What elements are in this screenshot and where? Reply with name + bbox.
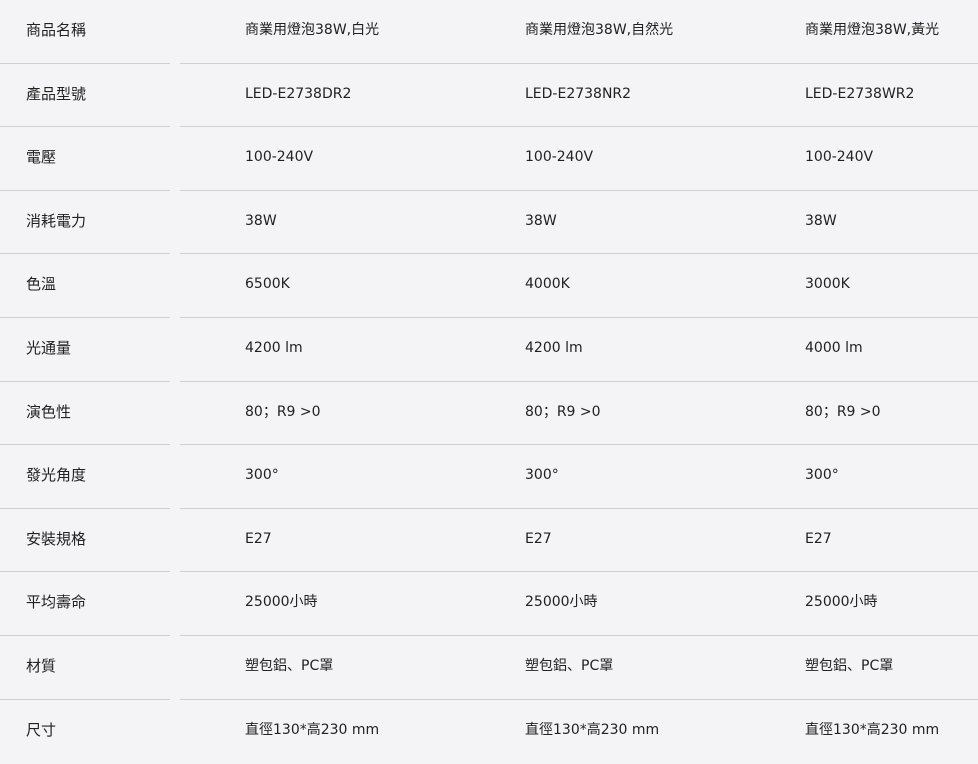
row-divider <box>0 698 170 700</box>
spec-value: 商業用燈泡38W,白光 <box>245 22 380 38</box>
row-divider <box>180 253 978 255</box>
spec-value: 4200 lm <box>245 339 303 356</box>
spec-value: 100-240V <box>525 149 594 166</box>
spec-value: 38W <box>245 212 277 229</box>
row-divider <box>180 126 978 128</box>
spec-value: 300° <box>805 467 839 484</box>
spec-value: 4000K <box>525 276 570 293</box>
table-row: 安裝規格 E27 E27 E27 <box>0 509 978 573</box>
row-divider <box>0 189 170 191</box>
spec-value: 38W <box>525 212 557 229</box>
spec-value: 100-240V <box>245 149 314 166</box>
spec-value: 6500K <box>245 276 290 293</box>
row-divider <box>180 634 978 636</box>
spec-value: 80；R9 >0 <box>245 403 321 420</box>
row-divider <box>0 253 170 255</box>
table-row: 產品型號 LED-E2738DR2 LED-E2738NR2 LED-E2738WR2 <box>0 64 978 128</box>
spec-value: 25000小時 <box>245 594 318 611</box>
table-row: 平均壽命 25000小時 25000小時 25000小時 <box>0 572 978 636</box>
spec-value: 25000小時 <box>525 594 598 611</box>
spec-value: 塑包鋁、PC罩 <box>525 657 614 674</box>
spec-label: 商品名稱 <box>26 21 87 39</box>
table-row: 發光角度 300° 300° 300° <box>0 445 978 509</box>
spec-value: 直徑130*高230 mm <box>525 721 660 738</box>
row-divider <box>0 62 170 64</box>
row-divider <box>0 316 170 318</box>
table-row: 電壓 100-240V 100-240V 100-240V <box>0 127 978 191</box>
spec-label: 尺寸 <box>26 720 57 739</box>
row-divider <box>180 62 978 64</box>
spec-label: 產品型號 <box>26 84 87 103</box>
spec-value: 直徑130*高230 mm <box>245 721 380 738</box>
table-row: 光通量 4200 lm 4200 lm 4000 lm <box>0 318 978 382</box>
spec-value: E27 <box>245 530 272 547</box>
spec-value: 100-240V <box>805 149 874 166</box>
spec-value: 38W <box>805 212 837 229</box>
table-row: 尺寸 直徑130*高230 mm 直徑130*高230 mm 直徑130*高230 m… <box>0 700 978 764</box>
spec-value: LED-E2738DR2 <box>245 85 352 102</box>
spec-value: 塑包鋁、PC罩 <box>245 657 334 674</box>
row-divider <box>180 444 978 446</box>
row-divider <box>180 507 978 509</box>
table-row: 色溫 6500K 4000K 3000K <box>0 254 978 318</box>
row-divider <box>0 126 170 128</box>
spec-label: 電壓 <box>26 148 57 167</box>
spec-value: 商業用燈泡38W,自然光 <box>525 22 674 38</box>
table-row: 消耗電力 38W 38W 38W <box>0 191 978 255</box>
spec-value: 4200 lm <box>525 339 583 356</box>
spec-value: 300° <box>245 467 279 484</box>
spec-value: 直徑130*高230 mm <box>805 721 940 738</box>
spec-label: 色溫 <box>26 275 57 294</box>
row-divider <box>0 507 170 509</box>
row-divider <box>0 571 170 573</box>
spec-value: E27 <box>525 530 552 547</box>
spec-value: 商業用燈泡38W,黃光 <box>805 22 940 38</box>
spec-value: 80；R9 >0 <box>805 403 881 420</box>
spec-value: E27 <box>805 530 832 547</box>
row-divider <box>180 189 978 191</box>
spec-value: LED-E2738NR2 <box>525 85 632 102</box>
spec-label: 平均壽命 <box>26 593 87 612</box>
table-row: 演色性 80；R9 >0 80；R9 >0 80；R9 >0 <box>0 382 978 446</box>
spec-label: 材質 <box>26 656 57 675</box>
spec-value: 塑包鋁、PC罩 <box>805 657 894 674</box>
row-divider <box>180 316 978 318</box>
spec-label: 消耗電力 <box>26 211 87 230</box>
table-row: 商品名稱 商業用燈泡38W,白光 商業用燈泡38W,自然光 商業用燈泡38W,黃光 <box>0 0 978 64</box>
row-divider <box>180 380 978 382</box>
spec-label: 演色性 <box>26 402 72 421</box>
spec-label: 發光角度 <box>26 466 87 485</box>
spec-value: LED-E2738WR2 <box>805 85 915 102</box>
spec-value: 25000小時 <box>805 594 878 611</box>
table-row: 材質 塑包鋁、PC罩 塑包鋁、PC罩 塑包鋁、PC罩 <box>0 636 978 700</box>
spec-value: 3000K <box>805 276 850 293</box>
row-divider <box>180 571 978 573</box>
spec-label: 光通量 <box>26 338 72 357</box>
row-divider <box>0 444 170 446</box>
spec-value: 4000 lm <box>805 339 863 356</box>
spec-value: 300° <box>525 467 559 484</box>
row-divider <box>0 634 170 636</box>
row-divider <box>180 698 978 700</box>
row-divider <box>0 380 170 382</box>
spec-label: 安裝規格 <box>26 529 87 548</box>
spec-value: 80；R9 >0 <box>525 403 601 420</box>
